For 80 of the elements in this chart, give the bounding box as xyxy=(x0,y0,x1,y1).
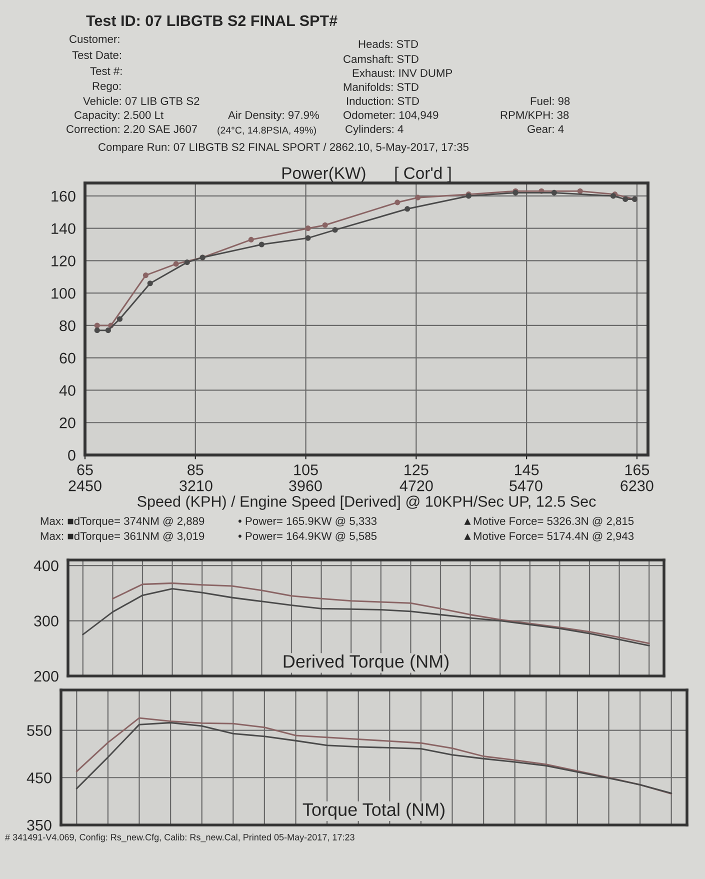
point xyxy=(577,188,583,194)
y-tick-label: 200 xyxy=(34,670,58,682)
text: Heads: STD xyxy=(358,40,418,48)
x-tick-label: 105 xyxy=(294,464,318,476)
y-tick-label: 80 xyxy=(60,320,76,332)
text: Test ID: 07 LIBGTB S2 FINAL SPT# xyxy=(86,15,338,26)
point xyxy=(258,242,264,248)
x2-tick-label: 4720 xyxy=(400,480,433,492)
y-tick-label: 40 xyxy=(59,385,76,396)
x-tick-label: 125 xyxy=(404,464,428,476)
text: Max: ■dTorque= 361NM @ 3,019 xyxy=(40,532,204,542)
point xyxy=(184,260,190,266)
point xyxy=(105,328,111,334)
text: Test Date: xyxy=(72,51,122,59)
text: # 341491-V4.069, Config: Rs_new.Cfg, Calib: Rs_new.Cal, Printed 05-May-2017, 17:23 xyxy=(5,834,354,842)
text: Gear: 4 xyxy=(528,125,564,133)
x-tick-label: 65 xyxy=(77,464,93,476)
x2-tick-label: 6230 xyxy=(620,480,654,492)
point xyxy=(248,236,254,242)
text: Camshaft: STD xyxy=(344,54,418,63)
x-axis-title: Speed (KPH) / Engine Speed [Derived] @ 10KPH/Sec UP, 12.5 Sec xyxy=(138,496,596,510)
point xyxy=(147,280,153,286)
point xyxy=(142,272,148,278)
text: Compare Run: 07 LIBGTB S2 FINAL SPORT / 2862.10, 5-May-2017, 17:35 xyxy=(98,142,469,154)
x-tick-label: 85 xyxy=(188,464,204,476)
y-tick-label: 160 xyxy=(52,190,76,202)
y-tick-label: 400 xyxy=(34,560,58,572)
line-series xyxy=(112,582,650,644)
text: Torque Total (NM) xyxy=(302,802,444,820)
text: Odometer: 104,949 xyxy=(344,110,438,120)
y-tick-label: 140 xyxy=(52,223,76,234)
text: (24°C, 14.8PSIA, 49%) xyxy=(218,126,316,136)
text: Derived Torque (NM) xyxy=(284,654,449,672)
point xyxy=(305,235,311,241)
text: Correction: 2.20 SAE J607 xyxy=(66,124,197,133)
text: Rego: xyxy=(92,82,121,92)
y-tick-label: 300 xyxy=(34,616,58,626)
text: Cylinders: 4 xyxy=(346,124,404,136)
x2-tick-label: 3960 xyxy=(289,480,322,492)
text: Manifolds: STD xyxy=(344,82,418,91)
point xyxy=(322,222,328,228)
x-tick-label: 145 xyxy=(514,464,539,476)
x2-tick-label: 5470 xyxy=(510,480,542,492)
y-tick-label: 450 xyxy=(26,772,52,784)
point xyxy=(622,196,628,202)
text: Customer: xyxy=(70,35,120,43)
point xyxy=(305,226,311,232)
x2-tick-label: 2450 xyxy=(68,480,102,492)
y-tick-label: 60 xyxy=(60,352,76,364)
y-tick-label: 120 xyxy=(52,256,76,266)
y-tick-label: 550 xyxy=(27,725,52,736)
text: Capacity: 2.500 Lt xyxy=(74,110,164,122)
point xyxy=(415,194,421,200)
point xyxy=(404,206,410,212)
text: RPM/KPH: 38 xyxy=(500,110,569,119)
text: • Power= 165.9KW @ 5,333 xyxy=(238,516,377,526)
text: ▲Motive Force= 5326.3N @ 2,815 xyxy=(464,516,634,526)
text: Induction: STD xyxy=(347,96,419,105)
y-tick-label: 100 xyxy=(52,288,76,299)
y-tick-label: 0 xyxy=(68,450,76,461)
point xyxy=(116,316,123,322)
point xyxy=(332,227,338,233)
y-tick-label: 20 xyxy=(60,417,76,428)
point xyxy=(394,200,400,206)
point xyxy=(94,328,100,334)
y-tick-label: 350 xyxy=(27,820,52,831)
point xyxy=(551,190,557,196)
text: Vehicle: 07 LIB GTB S2 xyxy=(83,96,200,105)
x2-tick-label: 3210 xyxy=(180,480,212,492)
text: • Power= 164.9KW @ 5,585 xyxy=(238,532,377,542)
text: Fuel: 98 xyxy=(530,96,570,105)
text: Air Density: 97.9% xyxy=(228,110,319,122)
text: Exhaust: INV DUMP xyxy=(352,68,452,77)
text: Max: ■dTorque= 374NM @ 2,889 xyxy=(40,516,204,528)
x-tick-label: 165 xyxy=(625,464,650,476)
point xyxy=(94,322,100,328)
text: Test #: xyxy=(90,67,122,75)
text: ▲Motive Force= 5174.4N @ 2,943 xyxy=(464,532,634,542)
line-series xyxy=(82,588,650,646)
point xyxy=(173,261,179,267)
